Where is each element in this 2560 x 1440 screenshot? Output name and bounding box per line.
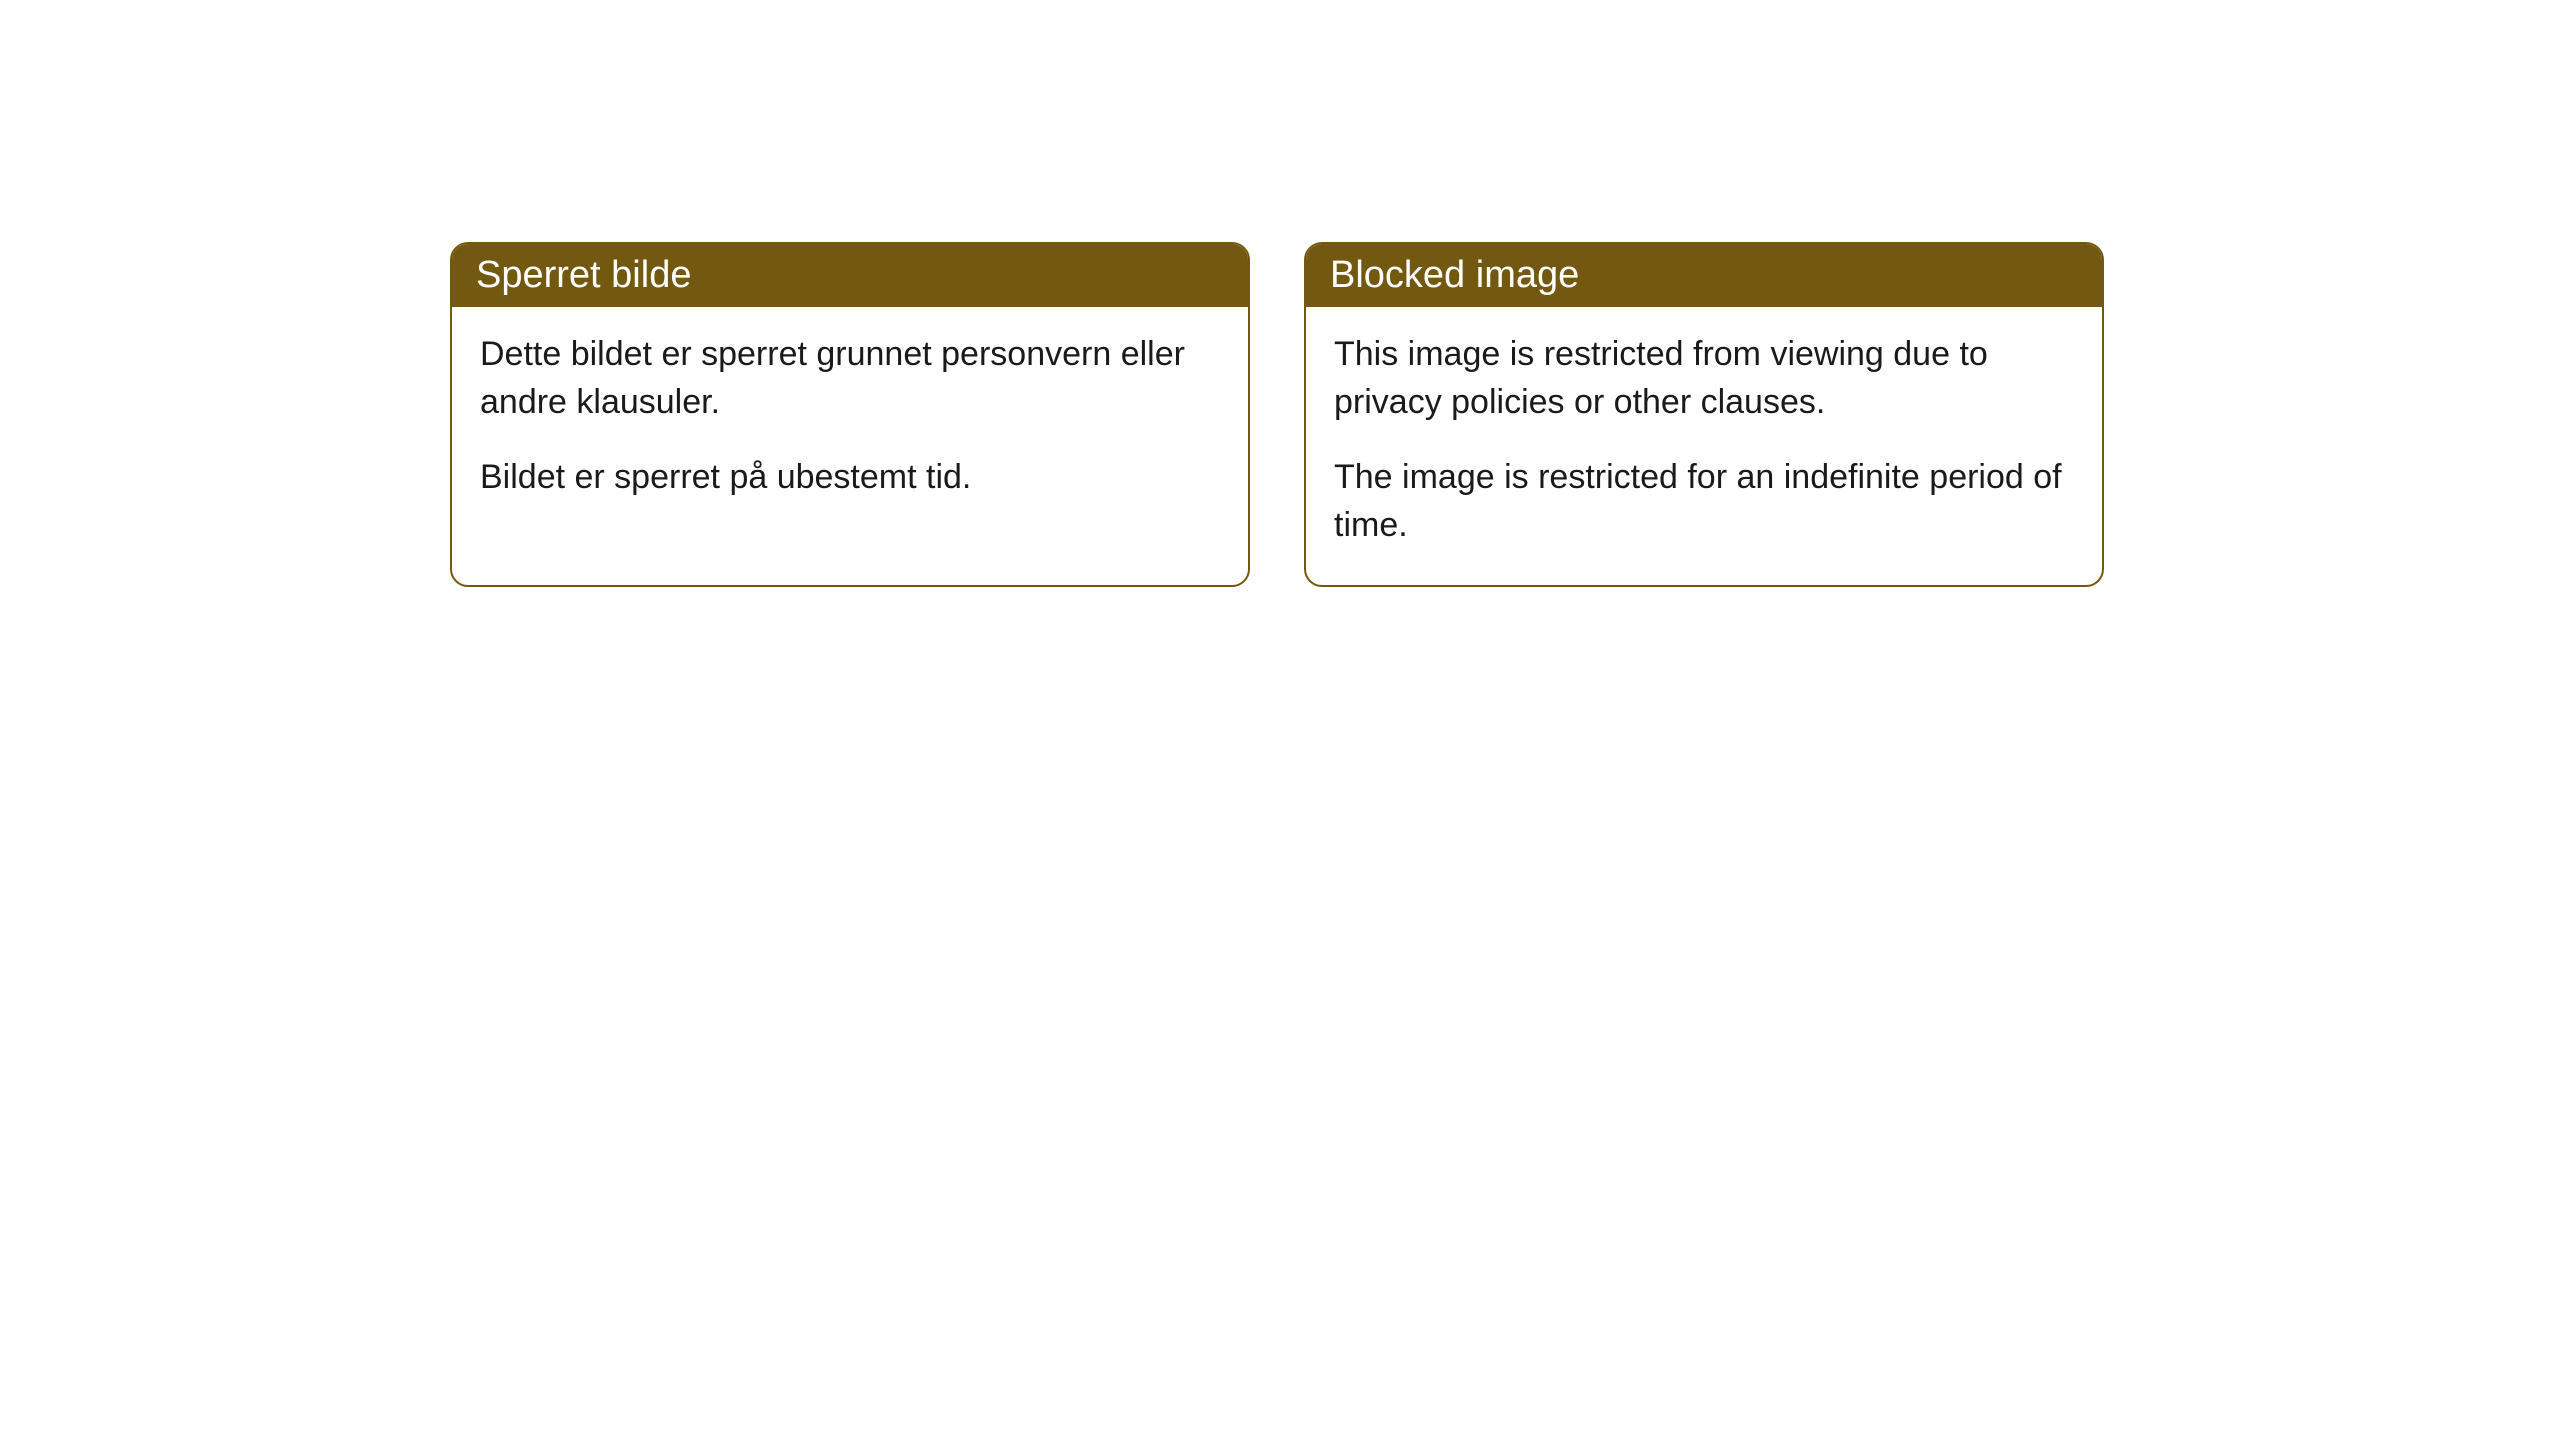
card-header-english: Blocked image <box>1306 244 2102 307</box>
card-header-norwegian: Sperret bilde <box>452 244 1248 307</box>
blocked-image-card-english: Blocked image This image is restricted f… <box>1304 242 2104 587</box>
card-body-english: This image is restricted from viewing du… <box>1306 307 2102 585</box>
card-paragraph-english-2: The image is restricted for an indefinit… <box>1334 454 2074 549</box>
card-title-english: Blocked image <box>1330 254 1579 296</box>
blocked-image-card-norwegian: Sperret bilde Dette bildet er sperret gr… <box>450 242 1250 587</box>
cards-container: Sperret bilde Dette bildet er sperret gr… <box>450 242 2104 587</box>
card-paragraph-norwegian-1: Dette bildet er sperret grunnet personve… <box>480 331 1220 426</box>
card-paragraph-norwegian-2: Bildet er sperret på ubestemt tid. <box>480 454 1220 502</box>
card-body-norwegian: Dette bildet er sperret grunnet personve… <box>452 307 1248 538</box>
card-paragraph-english-1: This image is restricted from viewing du… <box>1334 331 2074 426</box>
card-title-norwegian: Sperret bilde <box>476 254 691 296</box>
